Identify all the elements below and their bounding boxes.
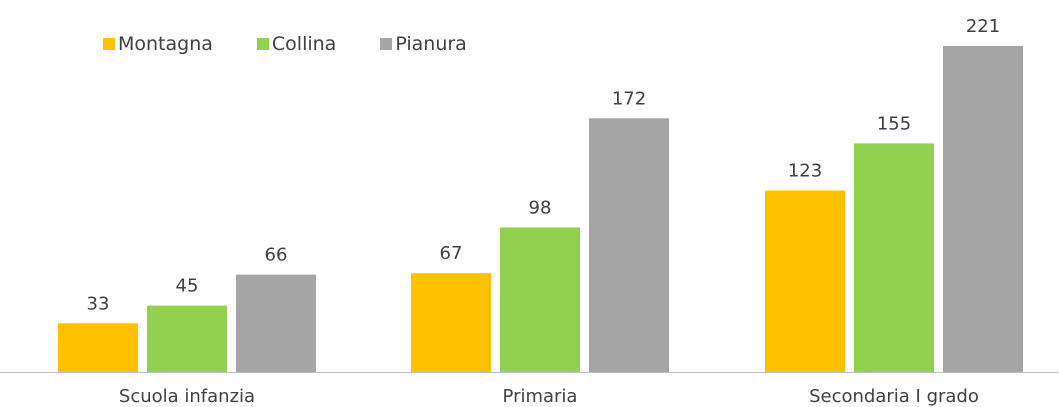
data-label-montagna-scuola-infanzia: 33 xyxy=(87,293,110,314)
bar-montagna-scuola-infanzia xyxy=(58,323,138,372)
data-label-pianura-secondaria-i-grado: 221 xyxy=(966,16,1000,37)
chart-legend: Montagna Collina Pianura xyxy=(103,33,511,55)
bar-pianura-scuola-infanzia xyxy=(236,274,316,372)
bar-collina-scuola-infanzia xyxy=(147,305,227,372)
bar-montagna-primaria xyxy=(411,273,491,372)
data-label-collina-primaria: 98 xyxy=(529,197,552,218)
legend-label-pianura: Pianura xyxy=(395,33,467,55)
legend-item-pianura: Pianura xyxy=(380,33,467,55)
legend-item-collina: Collina xyxy=(256,33,337,55)
data-label-pianura-primaria: 172 xyxy=(612,88,646,109)
legend-item-montagna: Montagna xyxy=(103,33,213,55)
data-label-collina-scuola-infanzia: 45 xyxy=(176,276,199,297)
legend-swatch-collina xyxy=(256,38,269,50)
data-label-collina-secondaria-i-grado: 155 xyxy=(877,113,911,134)
bar-collina-secondaria-i-grado xyxy=(854,143,934,372)
legend-label-montagna: Montagna xyxy=(118,33,213,55)
bar-pianura-primaria xyxy=(589,118,669,372)
legend-label-collina: Collina xyxy=(271,33,337,55)
data-label-montagna-primaria: 67 xyxy=(440,243,463,264)
bar-montagna-secondaria-i-grado xyxy=(765,190,845,372)
bar-collina-primaria xyxy=(500,227,580,372)
bar-pianura-secondaria-i-grado xyxy=(943,46,1023,372)
legend-swatch-montagna xyxy=(103,38,115,50)
data-label-montagna-secondaria-i-grado: 123 xyxy=(788,161,822,182)
x-tick-label-secondaria-i-grado: Secondaria I grado xyxy=(809,386,979,407)
x-tick-label-primaria: Primaria xyxy=(503,386,578,407)
legend-swatch-pianura xyxy=(380,38,393,50)
x-tick-label-scuola-infanzia: Scuola infanzia xyxy=(119,386,255,407)
data-label-pianura-scuola-infanzia: 66 xyxy=(265,245,288,266)
